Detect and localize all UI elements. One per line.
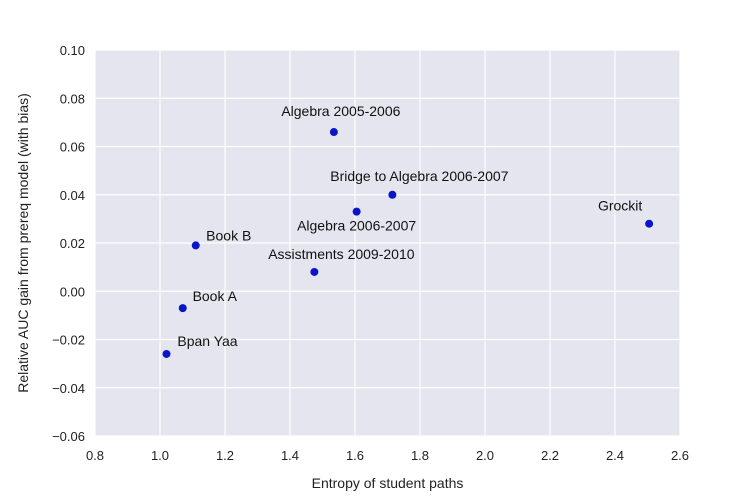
point-label: Algebra 2006-2007 <box>297 218 416 234</box>
data-point <box>329 128 338 137</box>
y-tick-label: 0.02 <box>60 236 85 251</box>
point-label: Algebra 2005-2006 <box>281 103 400 119</box>
y-tick-label: 0.08 <box>60 91 85 106</box>
y-tick-label: −0.02 <box>52 333 85 348</box>
x-tick-label: 2.0 <box>476 448 494 463</box>
data-point <box>388 190 397 199</box>
data-points <box>162 128 654 358</box>
y-tick-label: 0.06 <box>60 140 85 155</box>
point-label: Book B <box>206 227 251 243</box>
y-axis-label: Relative AUC gain from prereq model (wit… <box>15 93 31 393</box>
data-point <box>178 304 187 313</box>
data-point <box>352 207 361 216</box>
x-tick-label: 1.4 <box>281 448 299 463</box>
data-point <box>191 241 200 250</box>
data-point <box>162 349 171 358</box>
y-tick-label: 0.10 <box>60 43 85 58</box>
x-axis-ticks: 0.8 1.0 1.2 1.4 1.6 1.8 2.0 2.2 2.4 2.6 <box>86 448 689 463</box>
data-point <box>310 267 319 276</box>
point-label: Assistments 2009-2010 <box>268 246 415 262</box>
grid-lines <box>94 49 681 437</box>
x-tick-label: 1.2 <box>216 448 234 463</box>
point-label: Bpan Yaa <box>177 333 237 349</box>
data-point <box>645 219 654 228</box>
point-labels: Algebra 2005-2006 Bridge to Algebra 2006-… <box>177 103 642 349</box>
x-axis-label: Entropy of student paths <box>312 475 464 491</box>
y-tick-label: 0.00 <box>60 284 85 299</box>
y-tick-label: −0.04 <box>52 381 85 396</box>
y-tick-label: 0.04 <box>60 188 85 203</box>
y-axis-ticks: −0.06 −0.04 −0.02 0.00 0.02 0.04 0.06 0.08 0.10 <box>52 43 85 444</box>
y-tick-label: −0.06 <box>52 429 85 444</box>
x-tick-label: 2.4 <box>606 448 624 463</box>
x-tick-label: 2.2 <box>541 448 559 463</box>
x-tick-label: 1.0 <box>151 448 169 463</box>
x-tick-label: 1.8 <box>411 448 429 463</box>
x-tick-label: 1.6 <box>346 448 364 463</box>
point-label: Book A <box>193 288 238 304</box>
x-tick-label: 0.8 <box>86 448 104 463</box>
point-label: Bridge to Algebra 2006-2007 <box>330 168 508 184</box>
x-tick-label: 2.6 <box>671 448 689 463</box>
point-label: Grockit <box>598 198 642 214</box>
